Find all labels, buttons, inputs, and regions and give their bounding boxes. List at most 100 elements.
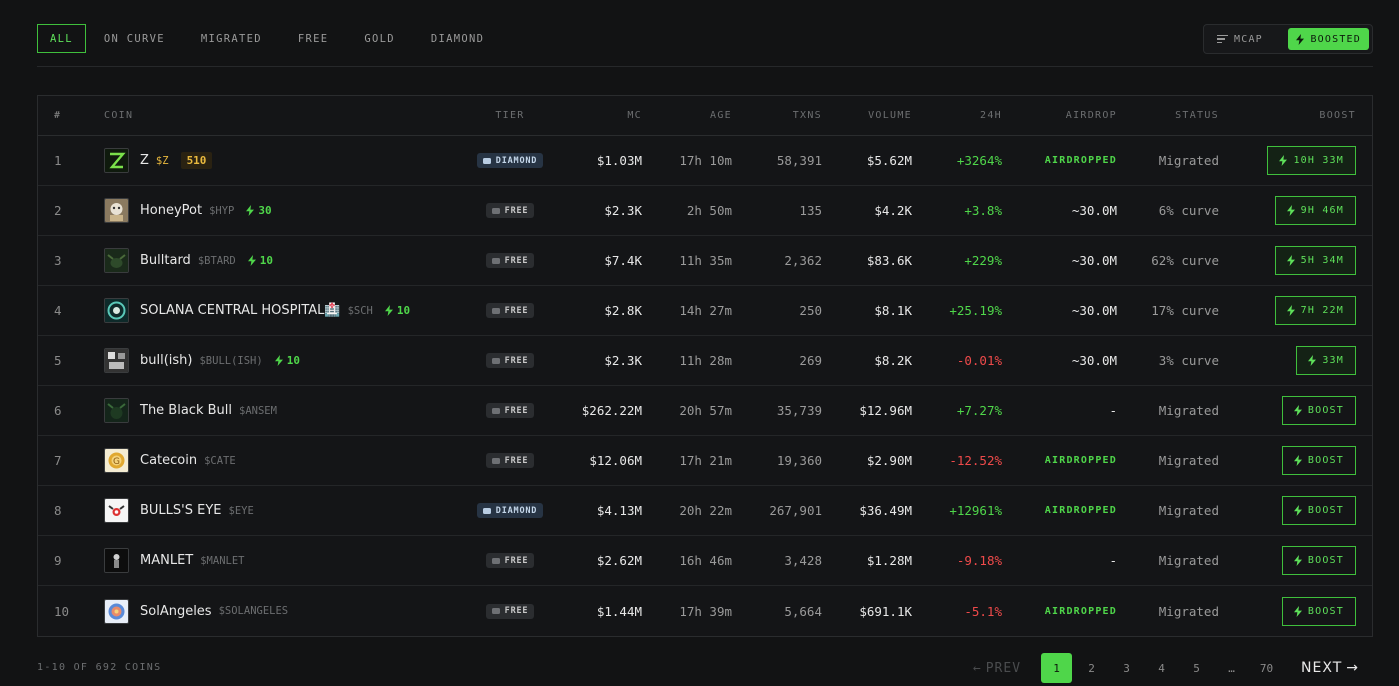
coin-name[interactable]: The Black Bull	[140, 403, 232, 418]
page-button-70[interactable]: 70	[1259, 661, 1274, 675]
coin-cell[interactable]: SolAngeles $SOLANGELES	[104, 586, 460, 636]
tier-cell: DIAMOND	[460, 486, 560, 535]
coin-cell[interactable]: Z $Z 510	[104, 136, 460, 185]
boost-button-label: 5H 34M	[1300, 255, 1344, 266]
coin-name[interactable]: SolAngeles	[140, 603, 212, 619]
coin-name[interactable]: SOLANA CENTRAL HOSPITAL🏥	[140, 303, 341, 318]
coin-name[interactable]: Catecoin	[140, 453, 198, 468]
txns-value: 5,664	[784, 603, 822, 619]
change-24h-value: +12961%	[949, 503, 1002, 518]
header-status[interactable]: STATUS	[1175, 110, 1219, 121]
airdrop: ~30.0M	[1002, 286, 1117, 335]
bolt-icon	[1286, 255, 1295, 266]
boost-button[interactable]: BOOST	[1281, 446, 1356, 475]
boost-cell: 7H 22M	[1219, 286, 1356, 335]
change-24h-value: -12.52%	[949, 453, 1002, 468]
header-coin[interactable]: COIN	[104, 110, 134, 121]
change-24h: +7.27%	[912, 386, 1002, 435]
boost-timer-button[interactable]: 9H 46M	[1274, 196, 1356, 225]
header-24h[interactable]: 24H	[980, 110, 1002, 121]
coin-cell[interactable]: BULLS'S EYE $EYE	[104, 486, 460, 535]
age-value: 16h 46m	[679, 553, 732, 568]
tier-badge: DIAMOND	[476, 503, 544, 518]
boost-button[interactable]: BOOST	[1281, 496, 1356, 525]
bolt-icon	[246, 205, 255, 216]
txns-value: 250	[799, 303, 822, 318]
filter-tab-free[interactable]: FREE	[297, 32, 329, 45]
airdrop-value: ~30.0M	[1071, 303, 1117, 318]
tier-badge: FREE	[485, 303, 535, 318]
volume-value: $12.96M	[859, 403, 912, 418]
boost-timer-button[interactable]: 33M	[1296, 346, 1356, 375]
tier-icon	[491, 457, 500, 464]
status: 6% curve	[1117, 186, 1219, 235]
tier-label: FREE	[504, 555, 529, 566]
page-numbers: 1 2 3 4 5 … 70	[1039, 653, 1284, 683]
header-txns[interactable]: TXNS	[792, 110, 822, 121]
coin-name[interactable]: Bulltard	[140, 253, 191, 268]
tier-label: FREE	[504, 255, 529, 266]
txns: 135	[732, 186, 822, 235]
filter-tab-on-curve[interactable]: ON CURVE	[103, 32, 165, 45]
sort-boosted-button[interactable]: BOOSTED	[1288, 28, 1369, 50]
coin-name[interactable]: MANLET	[140, 553, 194, 568]
sort-mcap-button[interactable]: MCAP	[1207, 28, 1273, 50]
boost-timer-button[interactable]: 10H 33M	[1267, 146, 1356, 175]
age: 20h 57m	[642, 386, 732, 435]
change-24h-value: -9.18%	[956, 553, 1002, 568]
page-button-2[interactable]: 2	[1088, 661, 1095, 675]
boost-timer-button[interactable]: 5H 34M	[1274, 246, 1356, 275]
coin-avatar	[104, 348, 129, 373]
next-page-button[interactable]: NEXT →	[1301, 660, 1359, 676]
prev-page-button[interactable]: ← PREV	[973, 661, 1021, 676]
boost-timer-button[interactable]: 7H 22M	[1274, 296, 1356, 325]
txns-value: 3,428	[784, 553, 822, 568]
status-value: Migrated	[1158, 553, 1219, 568]
header-age[interactable]: AGE	[710, 110, 732, 121]
page-button-1[interactable]: 1	[1041, 653, 1073, 683]
svg-text:G: G	[113, 457, 120, 467]
change-24h-value: -0.01%	[956, 353, 1002, 368]
table-row: 5 bull(ish) $BULL(ISH) 10 FREE $2.3K 11h 28m 26…	[38, 336, 1372, 386]
boost-button[interactable]: BOOST	[1281, 546, 1356, 575]
header-mc[interactable]: MC	[627, 110, 642, 121]
coin-cell[interactable]: Bulltard $BTARD 10	[104, 236, 460, 285]
filter-tab-all[interactable]: ALL	[37, 24, 86, 53]
page-button-4[interactable]: 4	[1158, 661, 1165, 675]
coin-name[interactable]: BULLS'S EYE	[140, 503, 222, 518]
market-cap-value: $4.13M	[596, 503, 642, 518]
coin-cell[interactable]: HoneyPot $HYP 30	[104, 186, 460, 235]
header-airdrop[interactable]: AIRDROP	[1065, 110, 1117, 121]
tier-cell: FREE	[460, 536, 560, 585]
coin-cell[interactable]: The Black Bull $ANSEM	[104, 386, 460, 435]
table-row: 7 G Catecoin $CATE FREE $12.06M 17h 21m 19,360 $…	[38, 436, 1372, 486]
coin-ticker: $CATE	[204, 454, 236, 467]
market-cap-value: $262.22M	[581, 403, 642, 418]
coin-cell[interactable]: SOLANA CENTRAL HOSPITAL🏥 $SCH 10	[104, 286, 460, 335]
page-button-3[interactable]: 3	[1123, 661, 1130, 675]
coin-name[interactable]: bull(ish)	[140, 353, 193, 368]
filter-tab-diamond[interactable]: DIAMOND	[430, 32, 485, 45]
coin-cell[interactable]: MANLET $MANLET	[104, 536, 460, 585]
coin-boost-count: 10	[274, 354, 300, 367]
boost-button[interactable]: BOOST	[1281, 396, 1356, 425]
coin-cell[interactable]: G Catecoin $CATE	[104, 436, 460, 485]
tier-badge: FREE	[485, 603, 535, 619]
coin-cell[interactable]: bull(ish) $BULL(ISH) 10	[104, 336, 460, 385]
header-boost[interactable]: BOOST	[1319, 110, 1356, 121]
coin-name[interactable]: HoneyPot	[140, 203, 203, 218]
header-tier[interactable]: TIER	[495, 110, 525, 121]
filter-tab-gold[interactable]: GOLD	[364, 32, 395, 45]
coin-name[interactable]: Z	[140, 153, 149, 168]
airdrop-value: AIRDROPPED	[1044, 155, 1117, 166]
airdrop-value: -	[1109, 403, 1117, 418]
header-volume[interactable]: VOLUME	[868, 110, 912, 121]
market-cap: $262.22M	[560, 386, 642, 435]
row-rank: 1	[54, 153, 62, 168]
diamond-icon	[482, 157, 491, 164]
boost-button[interactable]: BOOST	[1281, 596, 1356, 626]
coin-ticker: $SOLANGELES	[218, 605, 289, 617]
coin-ticker: $EYE	[228, 504, 254, 517]
page-button-5[interactable]: 5	[1193, 661, 1200, 675]
filter-tab-migrated[interactable]: MIGRATED	[200, 32, 262, 45]
